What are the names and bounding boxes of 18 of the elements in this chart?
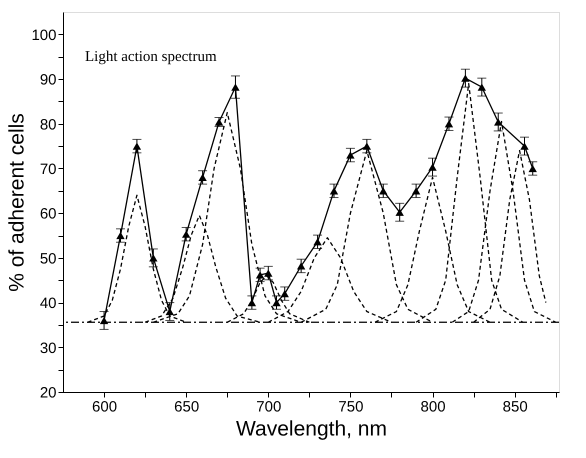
x-tick-label: 750 xyxy=(338,398,364,416)
x-tick-label: 600 xyxy=(92,398,118,416)
x-tick-label: 850 xyxy=(502,398,528,416)
x-tick-label: 700 xyxy=(256,398,282,416)
y-tick-label: 30 xyxy=(40,340,56,357)
y-tick-label: 90 xyxy=(40,72,56,89)
y-tick-label: 20 xyxy=(40,384,56,402)
y-tick-label: 50 xyxy=(40,250,56,268)
y-tick-label: 100 xyxy=(31,26,56,44)
y-axis-title: % of adherent cells xyxy=(5,113,28,292)
x-tick-label: 800 xyxy=(420,398,446,416)
y-tick-label: 80 xyxy=(40,116,56,134)
x-tick-label: 650 xyxy=(174,398,200,416)
y-tick-label: 60 xyxy=(40,206,56,223)
y-tick-label: 40 xyxy=(40,295,56,312)
x-axis-title: Wavelength, nm xyxy=(236,418,387,440)
y-tick-label: 70 xyxy=(40,160,56,178)
annotation: Light action spectrum xyxy=(85,49,217,65)
